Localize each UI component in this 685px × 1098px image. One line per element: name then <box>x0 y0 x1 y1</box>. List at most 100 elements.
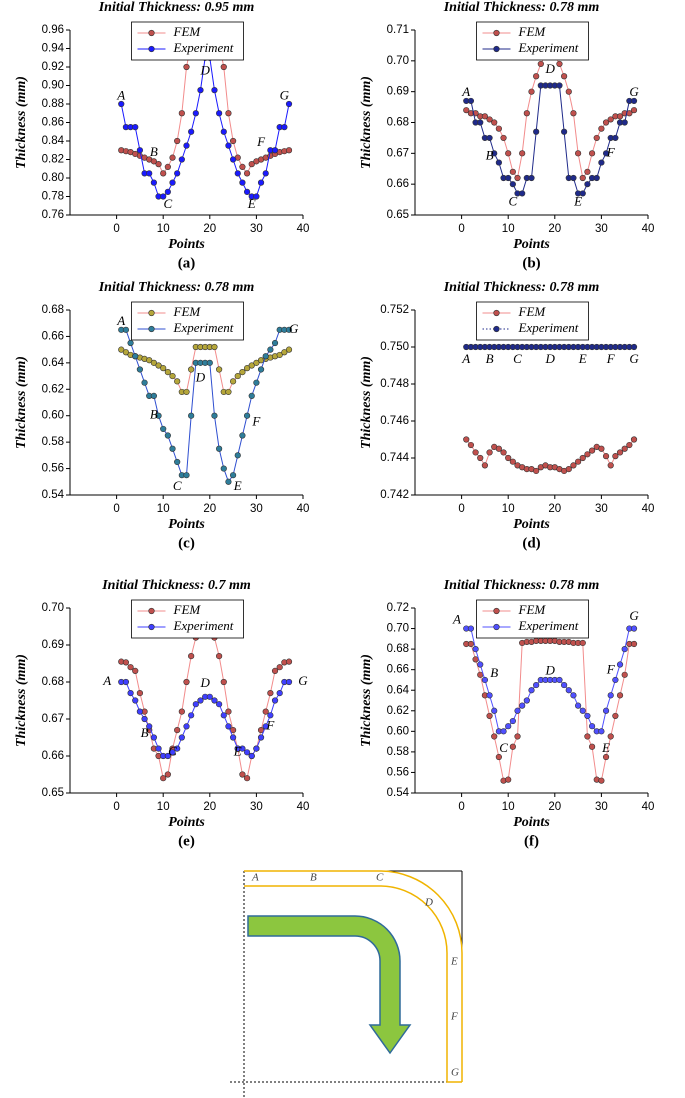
data-point <box>561 681 568 689</box>
data-point <box>230 137 237 145</box>
data-point <box>533 128 540 135</box>
data-point <box>220 712 227 719</box>
data-point <box>127 339 134 347</box>
annotation: F <box>606 351 616 366</box>
data-point <box>253 379 260 386</box>
data-point <box>556 60 563 68</box>
x-tick-label: 20 <box>203 223 216 235</box>
chart-title: Initial Thickness: 0.7 mm <box>101 578 251 593</box>
data-point <box>243 775 251 782</box>
data-point <box>267 689 274 697</box>
data-point <box>509 181 516 188</box>
y-tick-label: 0.62 <box>387 705 409 717</box>
data-point <box>584 712 591 720</box>
data-point <box>486 449 493 456</box>
data-point <box>467 441 475 449</box>
legend-label: Experiment <box>173 618 234 633</box>
data-point <box>243 412 251 419</box>
annotation: C <box>173 478 182 493</box>
data-point <box>169 749 176 756</box>
data-point <box>528 88 535 95</box>
data-point <box>136 147 143 154</box>
data-point <box>276 689 283 697</box>
data-point <box>211 87 218 94</box>
y-axis-label: Thickness (mm) <box>14 654 29 747</box>
data-point <box>621 445 628 452</box>
data-point <box>216 701 223 708</box>
y-tick-label: 0.64 <box>42 357 65 369</box>
y-tick-label: 0.60 <box>42 410 64 422</box>
data-point <box>505 150 512 157</box>
data-point <box>225 723 232 730</box>
data-point <box>621 119 628 126</box>
data-point <box>122 326 130 333</box>
data-point <box>216 110 223 117</box>
data-point <box>257 366 265 373</box>
x-tick-label: 0 <box>458 801 464 813</box>
data-point <box>220 128 227 135</box>
data-point <box>230 472 237 479</box>
data-point <box>528 174 535 182</box>
data-point <box>495 125 502 132</box>
data-point <box>481 676 489 684</box>
annotation: A <box>116 88 125 103</box>
data-point <box>584 733 591 740</box>
data-point <box>467 97 475 105</box>
annotation: F <box>606 662 616 677</box>
data-point <box>602 707 610 714</box>
annotation: D <box>199 675 210 690</box>
data-point <box>593 174 600 182</box>
data-point <box>579 707 586 714</box>
data-point <box>183 388 190 396</box>
legend-label: FEM <box>173 602 202 617</box>
data-point <box>621 646 628 653</box>
annotation: C <box>168 743 177 758</box>
annotation: E <box>233 478 242 493</box>
data-point <box>164 369 171 376</box>
data-point <box>519 150 526 157</box>
x-tick-label: 40 <box>297 223 310 235</box>
data-point <box>243 170 251 177</box>
data-point <box>257 734 265 741</box>
data-point <box>239 745 246 752</box>
data-point <box>570 174 577 182</box>
data-point <box>481 462 489 469</box>
annotation: F <box>606 144 616 159</box>
data-point <box>616 692 624 699</box>
data-point <box>141 715 148 723</box>
data-point <box>230 156 237 163</box>
legend-box <box>131 301 244 341</box>
data-point <box>463 436 470 443</box>
y-tick-label: 0.68 <box>387 643 409 655</box>
chart-title: Initial Thickness: 0.78 mm <box>443 280 600 295</box>
data-point <box>188 366 195 373</box>
x-tick-label: 10 <box>157 503 170 515</box>
y-tick-label: 0.744 <box>380 452 409 464</box>
legend-marker <box>148 623 155 631</box>
x-tick-label: 0 <box>113 801 119 813</box>
legend-label: FEM <box>518 24 547 39</box>
caption: (f) <box>524 833 539 849</box>
data-point <box>267 712 274 719</box>
x-tick-label: 30 <box>595 503 608 515</box>
data-point <box>160 193 167 200</box>
data-point <box>164 771 171 778</box>
data-point <box>164 432 171 439</box>
data-point <box>192 110 199 117</box>
data-point <box>262 708 269 715</box>
data-point <box>565 687 572 694</box>
data-point <box>495 753 502 761</box>
data-point <box>239 432 246 439</box>
data-point <box>216 652 223 660</box>
y-tick-label: 0.69 <box>42 639 64 651</box>
chart: Initial Thickness: 0.78 mm 0.54 0.56 0.58 0.… <box>359 578 654 849</box>
y-tick-label: 0.88 <box>42 98 64 110</box>
data-point <box>584 168 591 175</box>
data-point <box>579 190 586 197</box>
data-point <box>630 107 638 114</box>
data-point <box>612 134 619 142</box>
data-point <box>271 697 279 704</box>
legend-marker <box>148 29 155 37</box>
data-point <box>579 639 586 647</box>
data-point <box>178 734 185 741</box>
